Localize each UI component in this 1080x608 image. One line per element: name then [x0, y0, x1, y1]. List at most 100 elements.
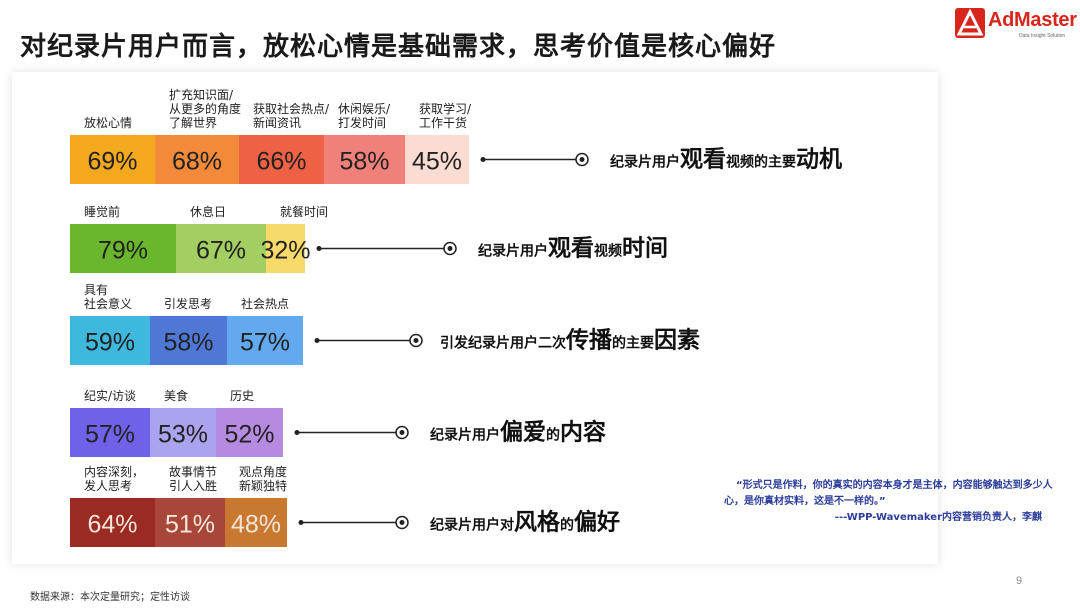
data-label: 67%	[196, 237, 246, 265]
category-label: 社会热点	[241, 296, 289, 311]
bar-segment	[70, 224, 176, 273]
category-label: 放松心情	[84, 115, 132, 130]
data-label: 45%	[412, 148, 462, 176]
series-label-part: 内容	[560, 419, 606, 446]
data-label: 79%	[98, 237, 148, 265]
series-label-part: 偏好	[574, 509, 620, 536]
category-label: 新闻资讯	[253, 115, 301, 130]
category-label: 具有	[84, 283, 108, 297]
data-label: 52%	[224, 421, 274, 449]
category-label: 故事情节	[169, 464, 217, 479]
category-label: 获取学习/	[419, 101, 472, 116]
category-label: 观点角度	[239, 464, 287, 479]
series-label-part: 的主要	[612, 335, 654, 352]
bar-segment	[70, 408, 150, 457]
series-label-part: 传播	[565, 328, 613, 354]
category-label: 新颖独特	[239, 478, 287, 493]
category-label: 美食	[164, 388, 188, 403]
data-label: 68%	[172, 148, 222, 176]
connector-start-dot	[314, 338, 320, 343]
data-label: 53%	[158, 421, 208, 449]
bar-segment	[150, 316, 227, 365]
series-label: 纪录片用户观看视频的主要动机	[610, 147, 842, 173]
data-label: 66%	[256, 148, 306, 176]
quote-text: “形式只是作料，你的真实的内容本身才是主体，内容能够触达到多少人心，是你真材实料…	[724, 480, 1053, 507]
bar-segment	[176, 224, 266, 273]
bar-segment	[225, 498, 287, 547]
series-label-part: 纪录片用户	[430, 427, 500, 444]
bar-segment	[405, 135, 469, 184]
quote-source: ---WPP-Wavemaker内容营销负责人，李麒	[834, 512, 1042, 523]
connector-start-dot	[294, 430, 300, 435]
category-label: 获取社会热点/	[253, 101, 330, 116]
category-label: 了解世界	[169, 116, 217, 130]
data-label: 57%	[85, 421, 135, 449]
series-label: 引发纪录片用户二次传播的主要因素	[440, 327, 700, 354]
data-label: 64%	[87, 511, 137, 539]
series-label-part: 的	[560, 517, 574, 534]
connector-end-dot	[399, 520, 405, 525]
bar-segment	[239, 135, 324, 184]
page-number: 9	[1016, 575, 1023, 587]
series-label-part: 引发纪录片用户二次	[440, 335, 566, 352]
series-label: 纪录片用户偏爱的内容	[430, 419, 606, 446]
series-label-part: 视频	[594, 243, 622, 260]
bar-segment	[216, 408, 283, 457]
connector-start-dot	[316, 246, 322, 251]
series-label-part: 纪录片用户	[610, 154, 680, 171]
chart-panel: 69% 放松心情 68% 扩充知识面/从更多的角度 了解世界 66% 获取社会热点/新闻资讯…	[12, 72, 938, 564]
bar-segment	[324, 135, 405, 184]
data-label: 69%	[87, 148, 137, 176]
bar-segment	[155, 135, 239, 184]
connector-end-dot	[413, 338, 419, 343]
connector-start-dot	[298, 520, 304, 525]
series-label: 纪录片用户对风格的偏好	[430, 509, 620, 536]
category-label: 工作干货	[419, 115, 467, 130]
series-label-part: 视频的主要	[726, 154, 796, 171]
data-label: 51%	[165, 511, 215, 539]
category-label: 纪实/访谈	[84, 388, 136, 403]
page-title: 对纪录片用户而言，放松心情是基础需求，思考价值是核心偏好	[20, 32, 777, 62]
bar-segment	[155, 498, 225, 547]
admaster-logo-icon	[955, 8, 985, 38]
series-label-part: 动机	[796, 147, 842, 173]
connector-end-dot	[579, 157, 585, 162]
connector-start-dot	[480, 157, 486, 162]
series-label-part: 风格	[514, 509, 561, 536]
data-label: 58%	[163, 329, 213, 357]
series-label-part: 纪录片用户对	[430, 517, 514, 534]
data-source-footnote: 数据来源：本次定量研究；定性访谈	[30, 592, 190, 603]
logo-tagline: Data Insight Solution	[1019, 33, 1066, 39]
logo-wordmark: AdMaster	[988, 9, 1077, 31]
series-label-part: 纪录片用户	[478, 243, 548, 260]
expert-quote: “形式只是作料，你的真实的内容本身才是主体，内容能够触达到多少人心，是你真材实料…	[724, 478, 1054, 526]
bar-segment	[70, 316, 150, 365]
bar-segment	[266, 224, 305, 273]
connector-end-dot	[447, 246, 453, 251]
category-label: 内容深刻，	[84, 464, 144, 479]
bar-segment	[227, 316, 303, 365]
bar-segment	[70, 135, 155, 184]
series-label-part: 偏爱	[500, 419, 546, 446]
data-label: 59%	[85, 329, 135, 357]
category-label: 历史	[230, 389, 254, 403]
category-label: 就餐时间	[280, 204, 328, 219]
category-label: 引人入胜	[169, 478, 217, 493]
connector-end-dot	[399, 430, 405, 435]
category-label: 发人思考	[84, 478, 132, 493]
category-label: 打发时间	[338, 115, 386, 130]
series-label: 纪录片用户观看视频时间	[478, 236, 668, 262]
data-label: 32%	[260, 237, 310, 265]
series-label-part: 观看	[548, 236, 594, 262]
data-label: 48%	[231, 511, 281, 539]
bar-segment	[70, 498, 155, 547]
series-label-part: 的	[546, 427, 560, 444]
data-label: 57%	[240, 329, 290, 357]
category-label: 社会意义	[84, 296, 132, 311]
